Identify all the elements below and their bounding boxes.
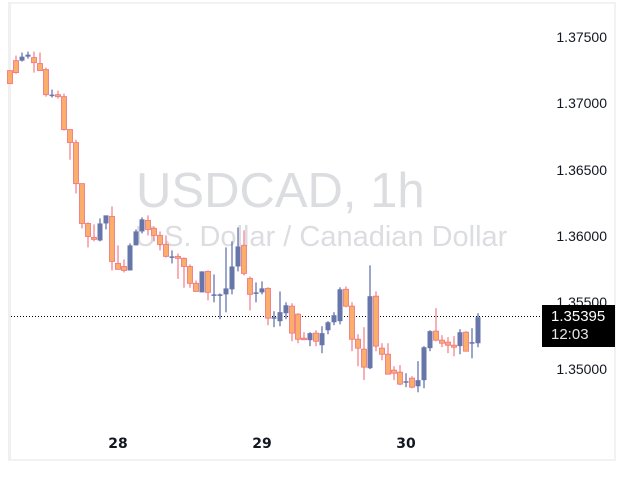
bearish-candle[interactable]	[397, 365, 403, 386]
bearish-candle[interactable]	[349, 302, 355, 352]
bullish-candle[interactable]	[211, 274, 217, 303]
bearish-candle[interactable]	[187, 264, 193, 288]
bearish-candle[interactable]	[163, 235, 169, 258]
bullish-candle[interactable]	[331, 312, 337, 326]
bullish-candle[interactable]	[271, 311, 277, 328]
bearish-candle[interactable]	[313, 330, 319, 347]
bearish-candle[interactable]	[385, 343, 391, 375]
last-price-value: 1.35395	[551, 308, 606, 325]
bullish-candle[interactable]	[283, 302, 289, 320]
bullish-candle[interactable]	[319, 326, 325, 354]
bullish-candle[interactable]	[169, 250, 175, 264]
x-axis-label: 30	[396, 436, 416, 452]
bearish-candle[interactable]	[433, 308, 439, 342]
bearish-candle[interactable]	[379, 343, 385, 361]
bearish-candle[interactable]	[109, 206, 115, 271]
bearish-candle[interactable]	[31, 51, 37, 73]
bearish-candle[interactable]	[115, 245, 121, 270]
bullish-candle[interactable]	[103, 215, 109, 230]
y-axis-label: 1.36500	[556, 162, 607, 178]
bullish-candle[interactable]	[127, 243, 133, 271]
bearish-candle[interactable]	[7, 70, 13, 85]
bearish-candle[interactable]	[145, 215, 151, 236]
bullish-candle[interactable]	[25, 51, 31, 59]
bearish-candle[interactable]	[361, 327, 367, 381]
bearish-candle[interactable]	[73, 139, 79, 194]
bullish-candle[interactable]	[427, 330, 433, 352]
bullish-candle[interactable]	[457, 329, 463, 355]
chart-left-edge	[8, 2, 11, 461]
symbol-watermark-title: USDCAD, 1h	[136, 164, 425, 218]
bearish-candle[interactable]	[79, 183, 85, 229]
bullish-candle[interactable]	[277, 291, 283, 327]
bearish-candle[interactable]	[121, 259, 127, 273]
bullish-candle[interactable]	[253, 282, 259, 303]
bullish-candle[interactable]	[19, 52, 25, 62]
bearish-candle[interactable]	[91, 224, 97, 242]
bearish-candle[interactable]	[37, 52, 43, 72]
bearish-candle[interactable]	[409, 376, 415, 389]
bullish-candle[interactable]	[475, 313, 481, 348]
x-axis-label: 29	[252, 436, 272, 452]
y-axis-label: 1.35000	[556, 361, 607, 377]
bullish-candle[interactable]	[223, 247, 229, 313]
y-axis-label: 1.37000	[556, 95, 607, 111]
y-axis-label: 1.37500	[556, 29, 607, 45]
bearish-candle[interactable]	[151, 226, 157, 242]
bullish-candle[interactable]	[97, 218, 103, 242]
bearish-candle[interactable]	[373, 291, 379, 352]
bullish-candle[interactable]	[469, 328, 475, 359]
bullish-candle[interactable]	[139, 217, 145, 234]
bar-countdown: 12:03	[551, 326, 589, 343]
bearish-candle[interactable]	[265, 287, 271, 326]
bullish-candle[interactable]	[217, 293, 223, 320]
bearish-candle[interactable]	[445, 337, 451, 354]
bearish-candle[interactable]	[391, 366, 397, 381]
symbol-watermark-description: U.S. Dollar / Canadian Dollar	[135, 221, 508, 253]
bullish-candle[interactable]	[421, 346, 427, 389]
bullish-candle[interactable]	[235, 227, 241, 272]
bearish-candle[interactable]	[241, 230, 247, 276]
bearish-candle[interactable]	[193, 280, 199, 292]
bearish-candle[interactable]	[181, 257, 187, 288]
bearish-candle[interactable]	[343, 286, 349, 308]
bullish-candle[interactable]	[49, 89, 55, 98]
bearish-candle[interactable]	[355, 334, 361, 367]
bearish-candle[interactable]	[43, 67, 49, 97]
bearish-candle[interactable]	[13, 55, 19, 74]
y-axis-label: 1.36000	[556, 228, 607, 244]
bullish-candle[interactable]	[199, 271, 205, 293]
bullish-candle[interactable]	[403, 373, 409, 388]
bearish-candle[interactable]	[61, 93, 67, 131]
bullish-candle[interactable]	[415, 361, 421, 393]
bearish-candle[interactable]	[175, 253, 181, 279]
bearish-candle[interactable]	[55, 90, 61, 99]
bullish-candle[interactable]	[325, 321, 331, 335]
last-price-tag: 1.35395 12:03	[542, 305, 615, 347]
bullish-candle[interactable]	[229, 241, 235, 295]
bearish-candle[interactable]	[295, 313, 301, 344]
bearish-candle[interactable]	[67, 129, 73, 160]
x-axis-label: 28	[108, 436, 128, 452]
bearish-candle[interactable]	[451, 336, 457, 357]
bearish-candle[interactable]	[439, 335, 445, 348]
bearish-candle[interactable]	[301, 332, 307, 341]
bullish-candle[interactable]	[259, 281, 265, 295]
bearish-candle[interactable]	[463, 331, 469, 352]
bullish-candle[interactable]	[337, 287, 343, 325]
bearish-candle[interactable]	[205, 270, 211, 301]
bearish-candle[interactable]	[289, 303, 295, 342]
bullish-candle[interactable]	[133, 229, 139, 246]
bearish-candle[interactable]	[247, 276, 253, 311]
bearish-candle[interactable]	[157, 231, 163, 251]
bullish-candle[interactable]	[367, 265, 373, 370]
bearish-candle[interactable]	[85, 222, 91, 248]
bullish-candle[interactable]	[307, 332, 313, 347]
